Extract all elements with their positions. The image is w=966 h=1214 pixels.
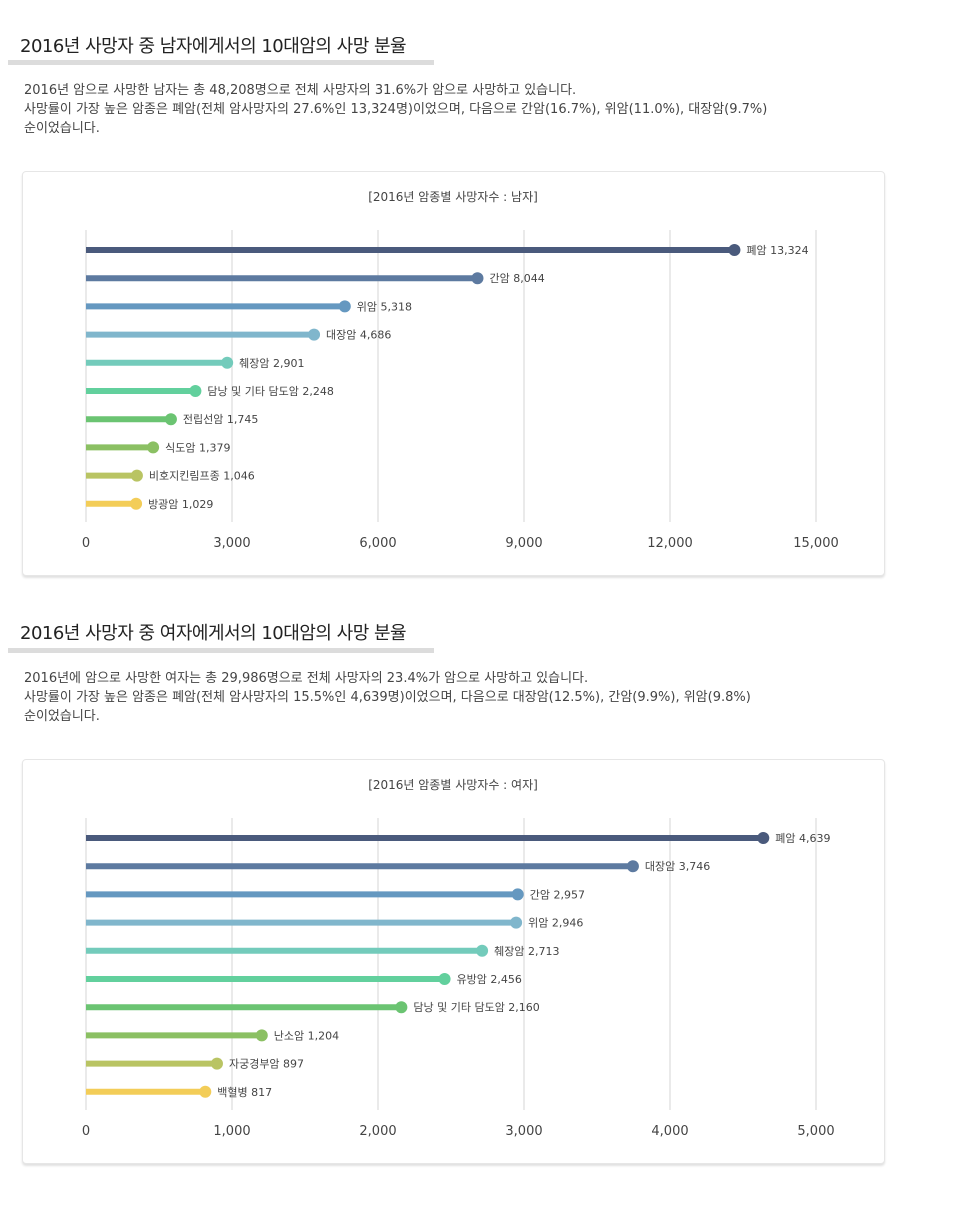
chart-female: [2016년 암종별 사망자수 : 여자] 0 1,000 2,000 3,000 4,0… bbox=[22, 759, 885, 1164]
x-tick-label: 15,000 bbox=[793, 536, 839, 551]
description-male: 2016년 암으로 사망한 남자는 총 48,208명으로 전체 사망자의 31… bbox=[24, 81, 924, 138]
bar-end-point bbox=[510, 916, 523, 929]
bar-end-point bbox=[757, 832, 770, 844]
chart-title: [2016년 암종별 사망자수 : 남자] bbox=[368, 190, 538, 204]
bar-end-point bbox=[438, 973, 451, 985]
x-tick-label: 4,000 bbox=[651, 1124, 688, 1139]
data-label: 전립선암 1,745 bbox=[183, 413, 258, 426]
data-label: 담낭 및 기타 담도암 2,248 bbox=[207, 385, 333, 398]
chart-male: [2016년 암종별 사망자수 : 남자] 0 3,000 6,000 9,000 12,… bbox=[22, 171, 885, 576]
data-label: 췌장암 2,713 bbox=[494, 945, 559, 958]
section-heading-male: 2016년 사망자 중 남자에게서의 10대암의 사망 분율 bbox=[20, 36, 407, 57]
description-line: 사망률이 가장 높은 암종은 폐암(전체 암사망자의 27.6%인 13,324… bbox=[24, 102, 768, 117]
data-label: 난소암 1,204 bbox=[274, 1029, 339, 1042]
bar-end-point bbox=[255, 1029, 268, 1042]
data-label: 비호지킨림프종 1,046 bbox=[149, 470, 255, 483]
data-label: 식도암 1,379 bbox=[165, 441, 230, 454]
bar-end-point bbox=[164, 413, 177, 426]
chart-female-svg: [2016년 암종별 사망자수 : 여자] 0 1,000 2,000 3,000 4,0… bbox=[82, 778, 835, 1139]
x-tick-label: 0 bbox=[82, 536, 90, 551]
bar-end-point bbox=[626, 860, 639, 873]
data-label: 위암 2,946 bbox=[528, 917, 583, 930]
heading-underline bbox=[8, 648, 434, 653]
section-heading-female: 2016년 사망자 중 여자에게서의 10대암의 사망 분율 bbox=[20, 623, 407, 644]
heading-underline bbox=[8, 60, 434, 65]
x-tick-label: 3,000 bbox=[213, 536, 250, 551]
bar-end-point bbox=[471, 272, 484, 285]
data-label: 간암 8,044 bbox=[489, 272, 544, 285]
chart-male-svg: [2016년 암종별 사망자수 : 남자] 0 3,000 6,000 9,000 12,… bbox=[82, 190, 839, 551]
x-tick-label: 3,000 bbox=[505, 1124, 542, 1139]
bar-end-point bbox=[221, 356, 234, 369]
data-label: 폐암 4,639 bbox=[775, 832, 830, 845]
bar-end-point bbox=[395, 1001, 408, 1014]
bar-end-point bbox=[130, 469, 143, 482]
data-label: 간암 2,957 bbox=[530, 888, 585, 901]
data-label: 담낭 및 기타 담도암 2,160 bbox=[413, 1001, 539, 1014]
data-label: 유방암 2,456 bbox=[457, 973, 522, 986]
x-tick-label: 0 bbox=[82, 1124, 90, 1139]
data-label: 폐암 13,324 bbox=[746, 244, 808, 257]
description-line: 순이었습니다. bbox=[24, 121, 100, 136]
x-tick-label: 5,000 bbox=[797, 1124, 834, 1139]
bar-end-point bbox=[338, 300, 351, 313]
bar-end-point bbox=[511, 888, 524, 901]
bar-end-point bbox=[147, 441, 160, 454]
data-label: 췌장암 2,901 bbox=[239, 357, 304, 370]
data-label: 방광암 1,029 bbox=[148, 498, 213, 511]
bar-end-point bbox=[199, 1085, 212, 1098]
data-label: 대장암 3,746 bbox=[645, 860, 710, 873]
description-line: 사망률이 가장 높은 암종은 폐암(전체 암사망자의 15.5%인 4,639명… bbox=[24, 690, 751, 705]
description-line: 2016년 암으로 사망한 남자는 총 48,208명으로 전체 사망자의 31… bbox=[24, 83, 577, 98]
bar-end-point bbox=[130, 497, 143, 510]
description-female: 2016년에 암으로 사망한 여자는 총 29,986명으로 전체 사망자의 2… bbox=[24, 669, 924, 726]
bar-end-point bbox=[308, 328, 321, 341]
chart-title: [2016년 암종별 사망자수 : 여자] bbox=[368, 778, 538, 792]
bar-end-point bbox=[189, 385, 202, 397]
bar-end-point bbox=[210, 1057, 223, 1070]
data-label: 대장암 4,686 bbox=[326, 329, 391, 342]
description-line: 2016년에 암으로 사망한 여자는 총 29,986명으로 전체 사망자의 2… bbox=[24, 671, 589, 686]
x-tick-label: 6,000 bbox=[359, 536, 396, 551]
bar-end-point bbox=[476, 944, 489, 957]
x-tick-label: 12,000 bbox=[647, 536, 693, 551]
description-line: 순이었습니다. bbox=[24, 709, 100, 724]
data-label: 위암 5,318 bbox=[357, 300, 412, 313]
data-label: 자궁경부암 897 bbox=[229, 1058, 304, 1071]
x-tick-label: 9,000 bbox=[505, 536, 542, 551]
x-tick-label: 2,000 bbox=[359, 1124, 396, 1139]
x-tick-label: 1,000 bbox=[213, 1124, 250, 1139]
bar-end-point bbox=[728, 244, 741, 256]
data-label: 백혈병 817 bbox=[217, 1085, 272, 1099]
